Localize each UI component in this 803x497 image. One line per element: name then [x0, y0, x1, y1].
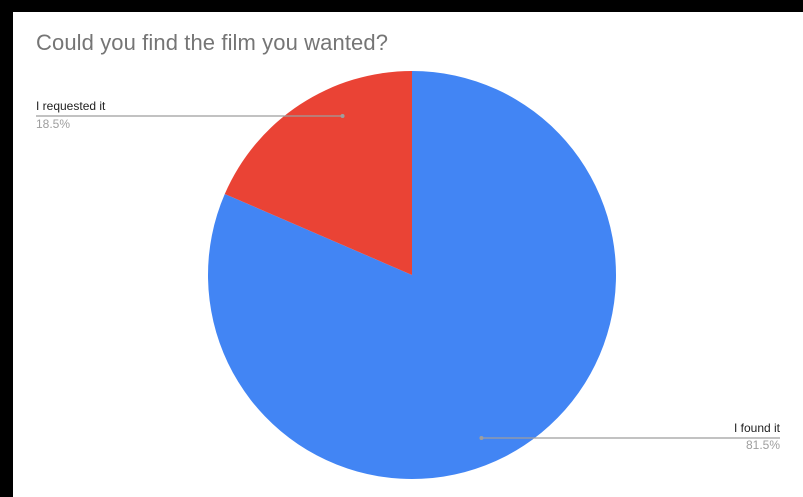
- slice-annotations: I found it 81.5% I requested it 18.5%: [36, 99, 781, 452]
- slice-percent-label: 81.5%: [746, 438, 780, 452]
- pie-slice-i-requested-it[interactable]: [224, 70, 412, 275]
- pie-slices: [208, 70, 616, 479]
- slice-label: I requested it: [36, 99, 106, 113]
- slice-label: I found it: [734, 421, 781, 435]
- leader-dot: [340, 114, 345, 118]
- leader-dot: [479, 436, 484, 440]
- slice-percent-label: 18.5%: [36, 117, 70, 131]
- chart-title: Could you find the film you wanted?: [36, 30, 389, 55]
